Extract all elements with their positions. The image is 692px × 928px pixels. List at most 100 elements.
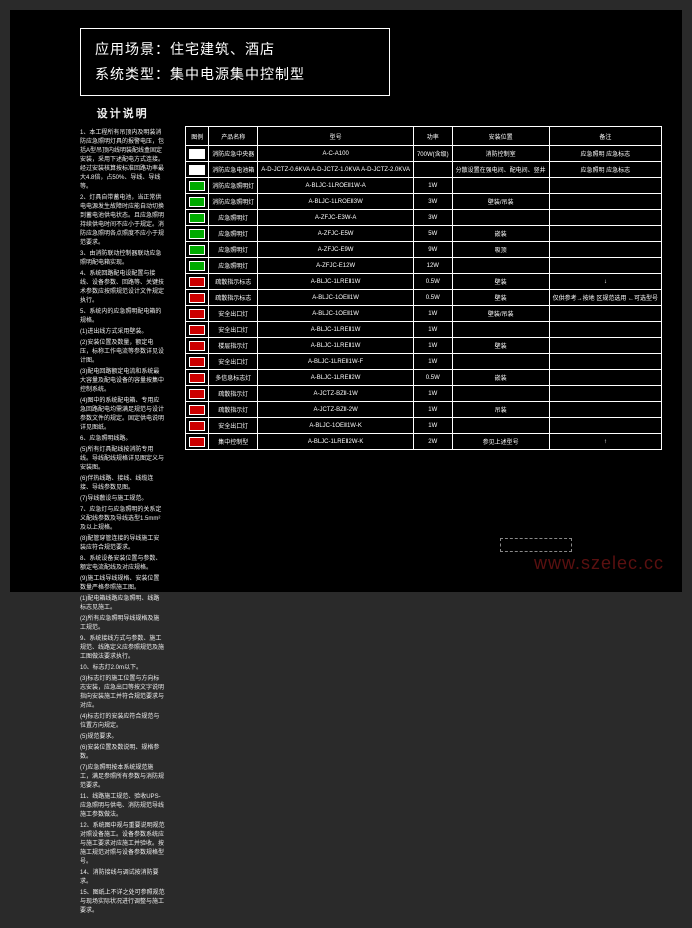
- table-cell: A-BLJC-1LREⅡ1W-F: [258, 354, 414, 370]
- table-cell: 9W: [413, 242, 452, 258]
- table-cell: 疏散指示标志: [209, 290, 258, 306]
- table-cell: 应急照明灯: [209, 210, 258, 226]
- symbol-swatch: [189, 325, 205, 335]
- table-cell: [452, 178, 549, 194]
- symbol-cell: [186, 386, 209, 402]
- table-cell: 1W: [413, 338, 452, 354]
- table-cell: 壁装: [452, 338, 549, 354]
- selection-box: [500, 538, 572, 552]
- table-row: 消防应急照明灯A-BLJC-1LROEⅡ3W3W壁装/吊装: [186, 194, 662, 210]
- symbol-swatch: [189, 165, 205, 175]
- symbol-swatch: [189, 421, 205, 431]
- symbol-cell: [186, 290, 209, 306]
- table-cell: [549, 338, 661, 354]
- table-cell: 1W: [413, 402, 452, 418]
- watermark: www.szelec.cc: [534, 553, 664, 574]
- table-cell: 壁装: [452, 274, 549, 290]
- symbol-cell: [186, 226, 209, 242]
- symbol-swatch: [189, 229, 205, 239]
- table-cell: 1W: [413, 178, 452, 194]
- notes-paragraph: (7)导线敷设与施工规范。: [80, 495, 165, 504]
- table-cell: [452, 418, 549, 434]
- notes-paragraph: (4)图中的系统配电箱、专用应急回路配电均需满足规范与设计参数文件的规定。固定供…: [80, 397, 165, 433]
- table-cell: A-JCTZ-BZⅡ-1W: [258, 386, 414, 402]
- table-cell: [549, 258, 661, 274]
- notes-paragraph: (8)配管穿管连接的导线施工安装应符合规范要求。: [80, 535, 165, 553]
- table-row: 应急照明灯A-ZFJC-E12W12W: [186, 258, 662, 274]
- table-cell: [549, 418, 661, 434]
- table-cell: 嵌装: [452, 226, 549, 242]
- symbol-cell: [186, 434, 209, 450]
- notes-paragraph: (6)伴热线路、接线、线缆连接、导线参数见图。: [80, 475, 165, 493]
- table-cell: A-ZFJC-E5W: [258, 226, 414, 242]
- table-cell: 3W: [413, 210, 452, 226]
- table-cell: 集中控制型: [209, 434, 258, 450]
- table-cell: 疏散指示标志: [209, 274, 258, 290]
- notes-paragraph: 8、系统设备安装位置与参数、额定电流配线及对应规格。: [80, 555, 165, 573]
- table-header: 安装位置: [452, 127, 549, 146]
- table-cell: 2W: [413, 434, 452, 450]
- table-cell: 应急照明灯: [209, 242, 258, 258]
- symbol-swatch: [189, 309, 205, 319]
- symbol-swatch: [189, 261, 205, 271]
- notes-paragraph: (1)配电箱线路应急照明、线路标志见施工。: [80, 595, 165, 613]
- table-cell: A-BLJC-1LREⅡ2W: [258, 370, 414, 386]
- title-box: 应用场景：住宅建筑、酒店 系统类型：集中电源集中控制型: [80, 28, 390, 96]
- cad-viewport[interactable]: { "header":{ "line1":"应用场景：住宅建筑、酒店", "li…: [0, 0, 692, 602]
- table-cell: 1W: [413, 418, 452, 434]
- table-cell: A-C-A100: [258, 146, 414, 162]
- symbol-cell: [186, 306, 209, 322]
- table-cell: A-BLJC-1LREⅡ1W: [258, 274, 414, 290]
- notes-paragraph: 12、系统图中规与重要说明规范对照设备施工。设备参数系统应与施工要求对应施工并验…: [80, 822, 165, 867]
- table-row: 疏散指示灯A-JCTZ-BZⅡ-2W1W吊装: [186, 402, 662, 418]
- table-row: 消防应急电池箱A-D-JCTZ-0.6KVA A-D-JCTZ-1.0KVA A…: [186, 162, 662, 178]
- table-cell: A-BLJC-1LROEⅡ3W: [258, 194, 414, 210]
- table-cell: [452, 210, 549, 226]
- notes-paragraph: (2)安装位置及数量，额定电压，标称工作电流等参数详见设计图。: [80, 339, 165, 366]
- table-cell: 壁装: [452, 290, 549, 306]
- table-cell: 壁装/吊装: [452, 194, 549, 210]
- symbol-cell: [186, 402, 209, 418]
- table-cell: A-BLJC-1LREⅡ1W: [258, 322, 414, 338]
- table-cell: 消防应急照明灯: [209, 194, 258, 210]
- table-cell: A-BLJC-1LREⅡ2W-K: [258, 434, 414, 450]
- table-row: 安全出口灯A-BLJC-1OEⅡ1W-K1W: [186, 418, 662, 434]
- notes-paragraph: (2)所有应急照明导线规格及施工规范。: [80, 615, 165, 633]
- notes-paragraph: (1)进出线方式采用壁装。: [80, 328, 165, 337]
- symbol-cell: [186, 338, 209, 354]
- notes-paragraph: 15、图纸上不详之处可参照规范与现场实际状况进行调整与施工要求。: [80, 889, 165, 916]
- table-header: 图例: [186, 127, 209, 146]
- table-cell: 0.5W: [413, 290, 452, 306]
- symbol-cell: [186, 354, 209, 370]
- drawing-canvas[interactable]: { "header":{ "line1":"应用场景：住宅建筑、酒店", "li…: [10, 10, 682, 592]
- table-header: 功率: [413, 127, 452, 146]
- notes-paragraph: (3)配电回路额定电流和系统最大容量及配电设备的容量按集中控制系统。: [80, 368, 165, 395]
- table-cell: 安全出口灯: [209, 354, 258, 370]
- table-row: 应急照明灯A-ZFJC-E9W9W吸顶: [186, 242, 662, 258]
- notes-paragraph: (9)施工线导线规格、安装位置数量严格参照施工图。: [80, 575, 165, 593]
- symbol-cell: [186, 274, 209, 290]
- table-cell: 5W: [413, 226, 452, 242]
- table-cell: 分散设置在强电间、配电间、竖井: [452, 162, 549, 178]
- symbol-swatch: [189, 373, 205, 383]
- table-row: 安全出口灯A-BLJC-1LREⅡ1W-F1W: [186, 354, 662, 370]
- table-cell: 1W: [413, 306, 452, 322]
- symbol-cell: [186, 418, 209, 434]
- table-cell: [549, 226, 661, 242]
- notes-paragraph: 4、系统回路配电设配置与接线、设备参数、回路等、关键技术参数应按照规范设计文件规…: [80, 270, 165, 306]
- table-cell: 12W: [413, 258, 452, 274]
- table-cell: [452, 322, 549, 338]
- notes-paragraph: (4)标志灯的安装应符合规范与位置方向规定。: [80, 713, 165, 731]
- table-cell: 仅供参考→按地 区规范选用 ←可选型号: [549, 290, 661, 306]
- table-cell: 安全出口灯: [209, 306, 258, 322]
- table-cell: ↓: [549, 274, 661, 290]
- table-row: 应急照明灯A-ZFJC-E5W5W嵌装: [186, 226, 662, 242]
- table-cell: 应急照明 应急标志: [549, 162, 661, 178]
- table-cell: 1W: [413, 354, 452, 370]
- symbol-swatch: [189, 405, 205, 415]
- table-cell: 安全出口灯: [209, 418, 258, 434]
- table-header: 备注: [549, 127, 661, 146]
- table-cell: [549, 370, 661, 386]
- table-cell: A-BLJC-1OEⅡ1W: [258, 306, 414, 322]
- symbol-cell: [186, 370, 209, 386]
